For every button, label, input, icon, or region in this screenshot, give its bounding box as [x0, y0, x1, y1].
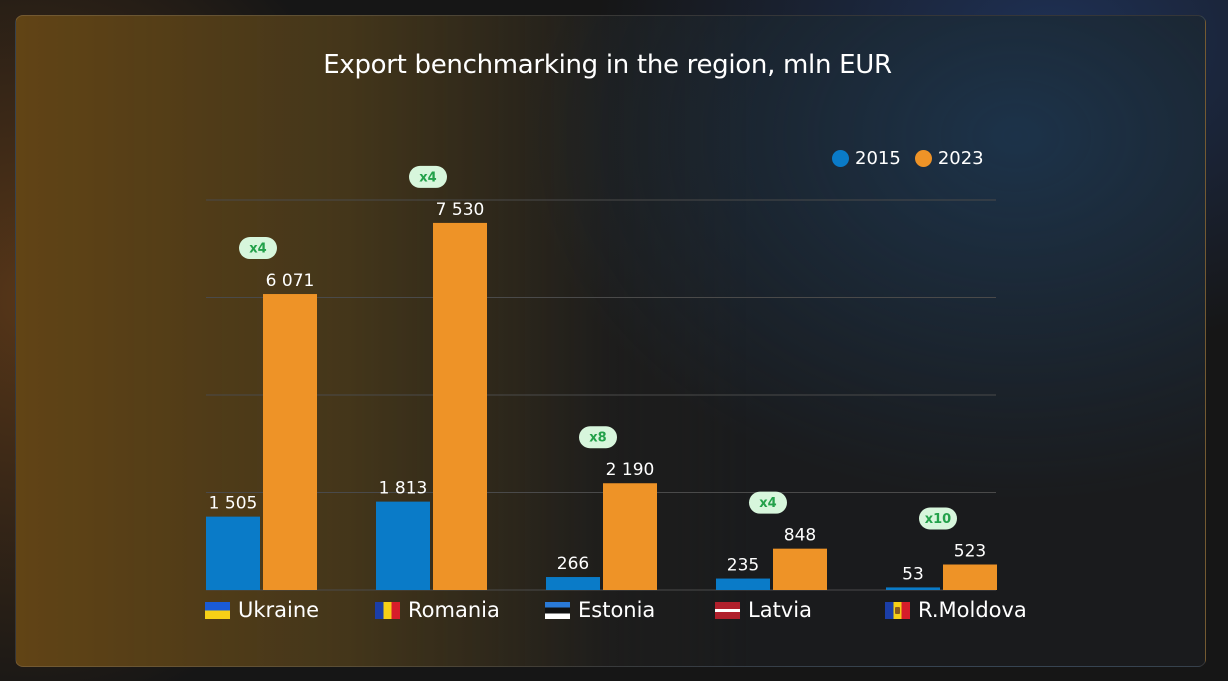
bar-2015-estonia	[546, 577, 600, 590]
growth-badge-label: x4	[759, 496, 776, 511]
bar-2023-latvia	[773, 548, 827, 590]
growth-badge	[749, 491, 787, 514]
growth-badge-label: x4	[419, 170, 436, 185]
bar-2015-latvia	[716, 578, 770, 590]
bar-2015-rmoldova	[886, 587, 940, 590]
category-label-text: Ukraine	[238, 598, 320, 622]
bar-2023-romania	[433, 222, 487, 590]
legend-label-2015: 2015	[855, 148, 901, 169]
category-label: Romania	[375, 598, 500, 622]
category-label-text: Estonia	[578, 598, 656, 622]
growth-badge-label: x8	[589, 431, 606, 446]
data-label: 523	[954, 542, 986, 562]
data-label: 2 190	[606, 460, 655, 480]
legend-marker-2015	[832, 150, 849, 167]
data-label: 7 530	[436, 200, 485, 220]
legend-marker-2023	[914, 150, 932, 167]
flag-icon	[545, 601, 570, 619]
growth-badge-label: x4	[249, 242, 266, 257]
flag-icon	[375, 601, 400, 619]
category-label: Ukraine	[205, 598, 319, 622]
category-label-text: Latvia	[748, 598, 812, 622]
growth-badge	[579, 426, 617, 449]
category-label: Latvia	[715, 598, 812, 622]
data-label: 235	[727, 556, 759, 576]
data-label: 53	[902, 564, 924, 584]
category-label: Estonia	[545, 598, 655, 622]
country-axis: Ukraine Romania Estonia Latvia R.Moldova	[0, 598, 1228, 628]
legend-label-2023: 2023	[937, 148, 984, 169]
chart-title: Export benchmarking in the region, mln E…	[323, 50, 892, 80]
flag-icon	[205, 601, 230, 619]
category-label-text: R.Moldova	[918, 598, 1027, 622]
category-label-text: Romania	[408, 598, 500, 622]
legend-item-2015: 2015	[832, 148, 901, 169]
flag-icon	[885, 601, 910, 619]
chart-legend: 2015 2023	[832, 148, 984, 169]
flag-icon	[715, 601, 740, 619]
data-label: 1 505	[209, 494, 258, 514]
data-label: 6 071	[266, 271, 315, 291]
growth-badge	[239, 237, 277, 260]
growth-badge	[409, 165, 447, 188]
data-label: 266	[557, 554, 589, 574]
bar-2015-ukraine	[206, 516, 260, 590]
data-label: 848	[784, 526, 816, 546]
legend-item-2023: 2023	[914, 148, 984, 169]
category-label: R.Moldova	[885, 598, 1027, 622]
growth-badge-label: x10	[925, 512, 951, 527]
bar-2023-ukraine	[263, 294, 317, 590]
bar-2023-estonia	[603, 483, 657, 590]
bar-2023-rmoldova	[943, 564, 997, 590]
bar-2015-romania	[376, 501, 430, 590]
growth-badge	[919, 507, 957, 530]
data-label: 1 813	[379, 479, 428, 499]
